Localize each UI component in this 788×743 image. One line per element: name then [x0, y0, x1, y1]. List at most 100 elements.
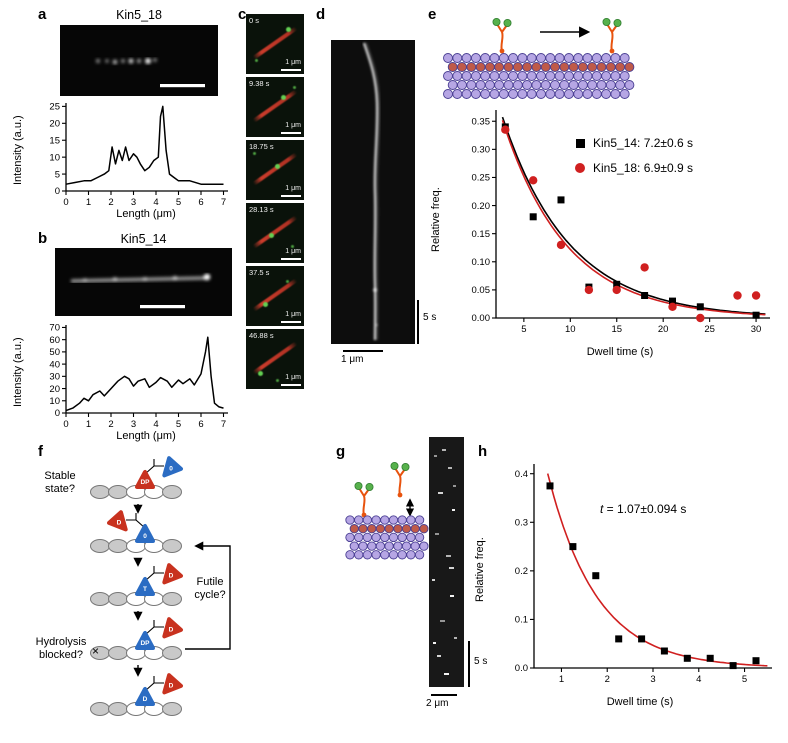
legend-label: Kin5_14: 7.2±0.6 s [593, 136, 693, 150]
svg-text:7: 7 [221, 197, 226, 208]
microtubule [443, 53, 635, 99]
legend-item-kin5-14: Kin5_14: 7.2±0.6 s [576, 136, 693, 150]
tethered-head: D [162, 673, 183, 695]
annotation-value: = 1.07±0.094 s [603, 502, 687, 516]
panel-e-ylabel: Relative freq. [430, 187, 442, 253]
panel-h-xlabel: Dwell time (s) [606, 696, 674, 708]
panel-a-label: a [38, 6, 47, 23]
scale-label: 1 μm [285, 374, 301, 381]
svg-text:70: 70 [49, 323, 60, 334]
panel-b-xlabel: Length (μm) [116, 430, 176, 442]
svg-text:7: 7 [221, 419, 226, 430]
svg-text:20: 20 [49, 119, 60, 130]
svg-text:3: 3 [131, 197, 136, 208]
state-5: DD [90, 673, 183, 716]
microtubule-streak [252, 341, 298, 375]
svg-text:15: 15 [611, 324, 622, 335]
legend-item-kin5-18: Kin5_18: 6.9±0.9 s [575, 161, 693, 175]
tethered-head: D [162, 617, 183, 639]
panel-e-dwell-plot: 5 10 15 20 25 30 0.00 0.05 0.10 0.15 0.20 0.25 0.30 0… [472, 110, 770, 335]
motor-spot [269, 233, 274, 238]
motor-spot [276, 379, 279, 382]
timelapse-frame: 18.75 s 1 μm [246, 140, 304, 200]
svg-text:0.30: 0.30 [472, 145, 491, 156]
tethered-head: D [107, 510, 128, 532]
panel-g-label: g [336, 443, 346, 460]
panel-a-title: Kin5_18 [116, 8, 162, 22]
svg-text:0.00: 0.00 [472, 313, 491, 324]
stable-state-label: Stable state? [44, 470, 76, 496]
scale-label: 1 μm [285, 311, 301, 318]
axes: 1 2 3 4 5 0.0 0.1 0.2 0.3 0.4 [515, 464, 772, 685]
time-scale-label: 5 s [423, 312, 437, 323]
fit-time-annotation: t = 1.07±0.094 s [600, 502, 686, 516]
motor-spot [258, 371, 263, 376]
binding-events [432, 449, 457, 675]
svg-text:1: 1 [86, 419, 91, 430]
motor-spot [286, 27, 291, 32]
microtubule-streak [252, 215, 298, 249]
panel-a-xlabel: Length (μm) [116, 208, 176, 220]
panel-h-dwell-plot: 1 2 3 4 5 0.0 0.1 0.2 0.3 0.4 [515, 464, 772, 685]
svg-text:0: 0 [55, 408, 60, 419]
svg-text:10: 10 [49, 152, 60, 163]
svg-text:0.35: 0.35 [472, 116, 491, 127]
bound-head: DP [135, 470, 155, 489]
kymograph-trace [362, 42, 381, 341]
time-scale-bar [417, 300, 419, 344]
svg-text:0.15: 0.15 [472, 229, 491, 240]
scale-label: 1 μm [285, 185, 301, 192]
series-1 [501, 125, 761, 323]
timelapse-frame: 0 s 1 μm [246, 14, 304, 74]
svg-text:40: 40 [49, 359, 60, 370]
panel-b-label: b [38, 230, 48, 247]
svg-text:0.10: 0.10 [472, 257, 491, 268]
svg-text:0.4: 0.4 [515, 469, 528, 480]
bound-head: 0 [135, 524, 155, 543]
svg-text:50: 50 [49, 347, 60, 358]
microtubule-streak [252, 152, 298, 186]
scale-bar [281, 195, 301, 197]
svg-text:4: 4 [696, 674, 701, 685]
svg-text:0.0: 0.0 [515, 663, 528, 674]
motor-spot [291, 245, 294, 248]
svg-text:4: 4 [153, 197, 158, 208]
svg-text:20: 20 [49, 384, 60, 395]
svg-text:2: 2 [108, 197, 113, 208]
kinesin-motor [354, 481, 374, 518]
series-line-0 [65, 336, 224, 412]
series-0 [546, 482, 760, 670]
svg-text:5: 5 [55, 169, 60, 180]
svg-text:1: 1 [86, 197, 91, 208]
panel-d-kymograph [331, 40, 415, 344]
length-scale-bar [343, 350, 383, 352]
svg-text:2: 2 [108, 419, 113, 430]
length-scale-label: 1 μm [341, 354, 364, 365]
motor-spot [263, 302, 268, 307]
svg-text:5: 5 [176, 197, 181, 208]
fit-curve-1 [501, 120, 766, 316]
legend-label: Kin5_18: 6.9±0.9 s [593, 161, 693, 175]
svg-text:DP: DP [140, 479, 150, 486]
series-line-0 [65, 105, 224, 185]
axes: 5 10 15 20 25 30 0.00 0.05 0.10 0.15 0.20 0.25 0.30 0… [472, 110, 770, 335]
svg-text:0.05: 0.05 [472, 285, 491, 296]
bound-head: DP [135, 631, 155, 650]
panel-g-kymograph [429, 437, 464, 687]
scale-bar [281, 69, 301, 71]
time-scale-bar [468, 641, 470, 687]
svg-text:0.3: 0.3 [515, 517, 528, 528]
panel-d-label: d [316, 6, 326, 23]
annotation-variable: t [600, 502, 604, 516]
panel-h-ylabel: Relative freq. [474, 537, 486, 603]
panel-c-label: c [238, 6, 247, 23]
svg-text:5: 5 [742, 674, 747, 685]
panel-a-intensity-plot: 0 1 2 3 4 5 6 7 0 5 10 15 20 25 [49, 102, 228, 208]
hydrolysis-blocked-label: Hydrolysis blocked? [35, 636, 87, 662]
microtubule-streak [252, 278, 298, 312]
scale-bar [281, 132, 301, 134]
svg-text:D: D [143, 696, 148, 703]
svg-text:0: 0 [169, 466, 173, 473]
motor-spot [255, 59, 258, 62]
